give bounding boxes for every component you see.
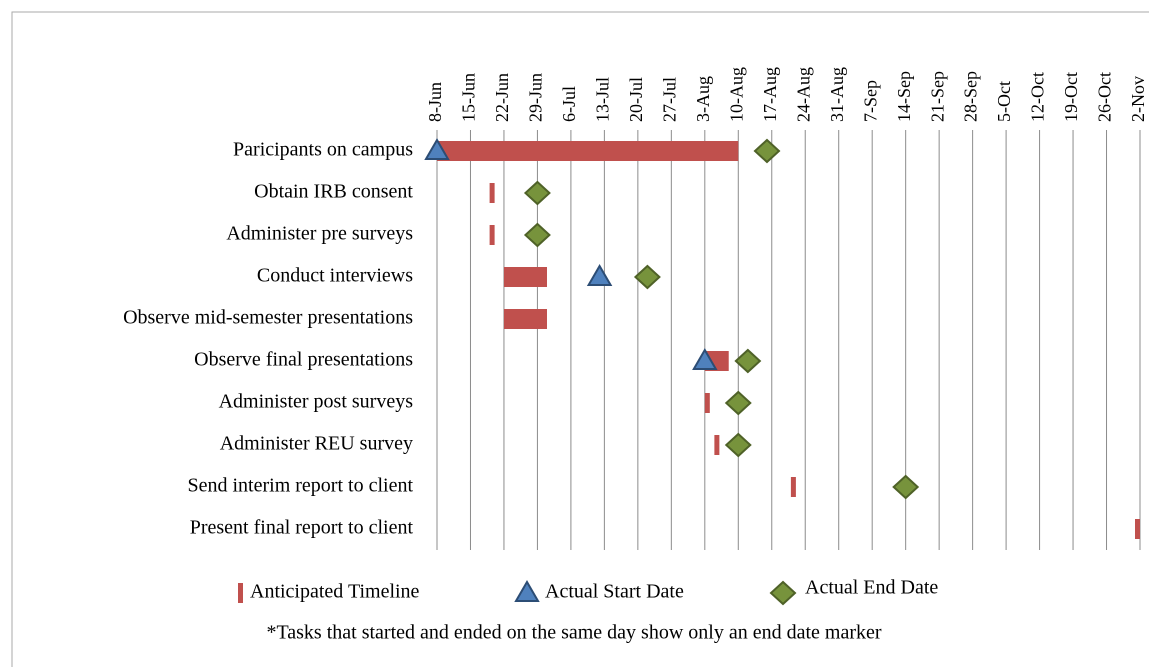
bar (704, 393, 710, 413)
x-tick-label: 21-Sep (927, 71, 947, 122)
y-tick-label: Obtain IRB consent (254, 181, 413, 203)
x-tick-label: 8-Jun (425, 82, 445, 122)
bar (437, 141, 739, 161)
y-tick-label: Observe mid-semester presentations (123, 307, 413, 329)
x-tick-label: 12-Oct (1028, 72, 1048, 122)
legend-label: Actual Start Date (545, 581, 684, 603)
end-marker (734, 348, 762, 374)
x-tick-label: 10-Aug (726, 67, 746, 122)
bar (489, 225, 495, 245)
end-marker (523, 222, 551, 248)
x-tick-label: 17-Aug (760, 67, 780, 122)
legend-label: Anticipated Timeline (250, 581, 420, 603)
x-tick-label: 19-Oct (1061, 72, 1081, 122)
x-tick-label: 28-Sep (961, 71, 981, 122)
end-marker (753, 138, 781, 164)
x-tick-label: 7-Sep (860, 80, 880, 122)
legend-swatch (514, 580, 540, 602)
x-tick-label: 13-Jul (593, 77, 613, 122)
x-tick-label: 5-Oct (994, 81, 1014, 122)
bar (503, 267, 547, 287)
x-tick-label: 6-Jul (559, 86, 579, 122)
legend-swatch (238, 583, 243, 603)
bar (503, 309, 547, 329)
start-marker (692, 348, 718, 370)
y-tick-label: Present final report to client (190, 517, 414, 539)
x-tick-label: 22-Jun (492, 73, 512, 122)
start-marker (424, 138, 450, 160)
end-marker (724, 432, 752, 458)
end-marker (892, 474, 920, 500)
end-marker (724, 390, 752, 416)
end-marker (633, 264, 661, 290)
legend-label: Actual End Date (805, 577, 938, 599)
x-tick-label: 15-Jun (459, 73, 479, 122)
x-tick-label: 24-Aug (793, 67, 813, 122)
y-tick-label: Observe final presentations (194, 349, 413, 371)
x-tick-label: 14-Sep (894, 71, 914, 122)
bar (714, 435, 720, 455)
x-tick-label: 26-Oct (1095, 72, 1115, 122)
x-tick-label: 31-Aug (827, 67, 847, 122)
y-tick-label: Administer REU survey (220, 433, 413, 455)
frame (11, 11, 1149, 667)
x-tick-label: 20-Jul (626, 77, 646, 122)
y-tick-label: Administer pre surveys (226, 223, 413, 245)
y-tick-label: Paricipants on campus (233, 139, 413, 161)
y-tick-label: Send interim report to client (188, 475, 414, 497)
y-tick-label: Conduct interviews (257, 265, 413, 287)
x-tick-label: 2-Nov (1128, 76, 1148, 122)
bar (1135, 519, 1140, 539)
end-marker (523, 180, 551, 206)
x-tick-label: 29-Jun (526, 73, 546, 122)
x-tick-label: 3-Aug (693, 76, 713, 122)
y-tick-label: Administer post surveys (219, 391, 414, 413)
footnote: *Tasks that started and ended on the sam… (266, 622, 881, 644)
legend-swatch (769, 580, 797, 606)
bar (790, 477, 796, 497)
x-tick-label: 27-Jul (659, 77, 679, 122)
start-marker (586, 264, 613, 286)
bar (489, 183, 495, 203)
